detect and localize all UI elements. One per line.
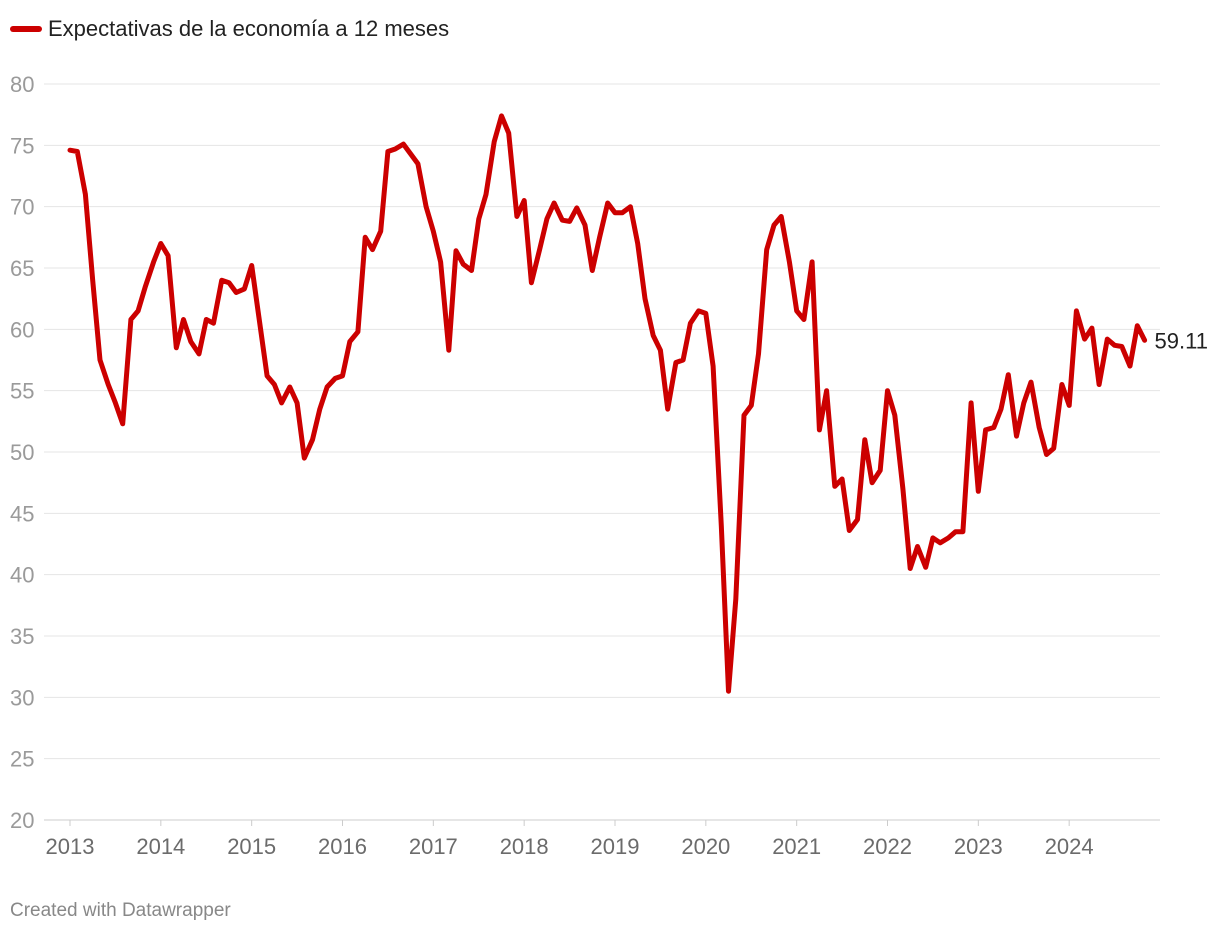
y-tick-label: 80 bbox=[10, 72, 34, 97]
y-tick-label: 30 bbox=[10, 685, 34, 710]
y-tick-label: 45 bbox=[10, 501, 34, 526]
x-tick-label: 2017 bbox=[409, 834, 458, 859]
y-tick-label: 55 bbox=[10, 379, 34, 404]
x-tick-label: 2021 bbox=[772, 834, 821, 859]
series-line bbox=[67, 113, 1148, 694]
x-tick-label: 2023 bbox=[954, 834, 1003, 859]
credit-text: Created with Datawrapper bbox=[10, 900, 231, 921]
legend-swatch bbox=[10, 26, 42, 32]
y-tick-label: 35 bbox=[10, 624, 34, 649]
legend: Expectativas de la economía a 12 meses bbox=[10, 16, 449, 42]
y-tick-label: 60 bbox=[10, 317, 34, 342]
y-tick-label: 70 bbox=[10, 195, 34, 220]
line-chart: 20 25 30 35 40 45 50 55 60 65 70 75 80 2013 2014 2015 20… bbox=[10, 72, 1208, 859]
x-tick-label: 2013 bbox=[46, 834, 95, 859]
y-tick-label: 50 bbox=[10, 440, 34, 465]
x-tick-label: 2022 bbox=[863, 834, 912, 859]
x-tick-label: 2024 bbox=[1045, 834, 1094, 859]
legend-label: Expectativas de la economía a 12 meses bbox=[48, 16, 450, 41]
y-tick-label: 25 bbox=[10, 747, 34, 772]
x-tick-label: 2016 bbox=[318, 834, 367, 859]
y-tick-label: 40 bbox=[10, 563, 34, 588]
x-tick-label: 2020 bbox=[681, 834, 730, 859]
end-value-label: 59.11 bbox=[1155, 328, 1208, 353]
y-tick-label: 20 bbox=[10, 808, 34, 833]
y-tick-label: 75 bbox=[10, 133, 34, 158]
x-tick-label: 2015 bbox=[227, 834, 276, 859]
x-tick-label: 2018 bbox=[500, 834, 549, 859]
y-tick-label: 65 bbox=[10, 256, 34, 281]
x-tick-label: 2014 bbox=[136, 834, 185, 859]
x-tick-label: 2019 bbox=[591, 834, 640, 859]
